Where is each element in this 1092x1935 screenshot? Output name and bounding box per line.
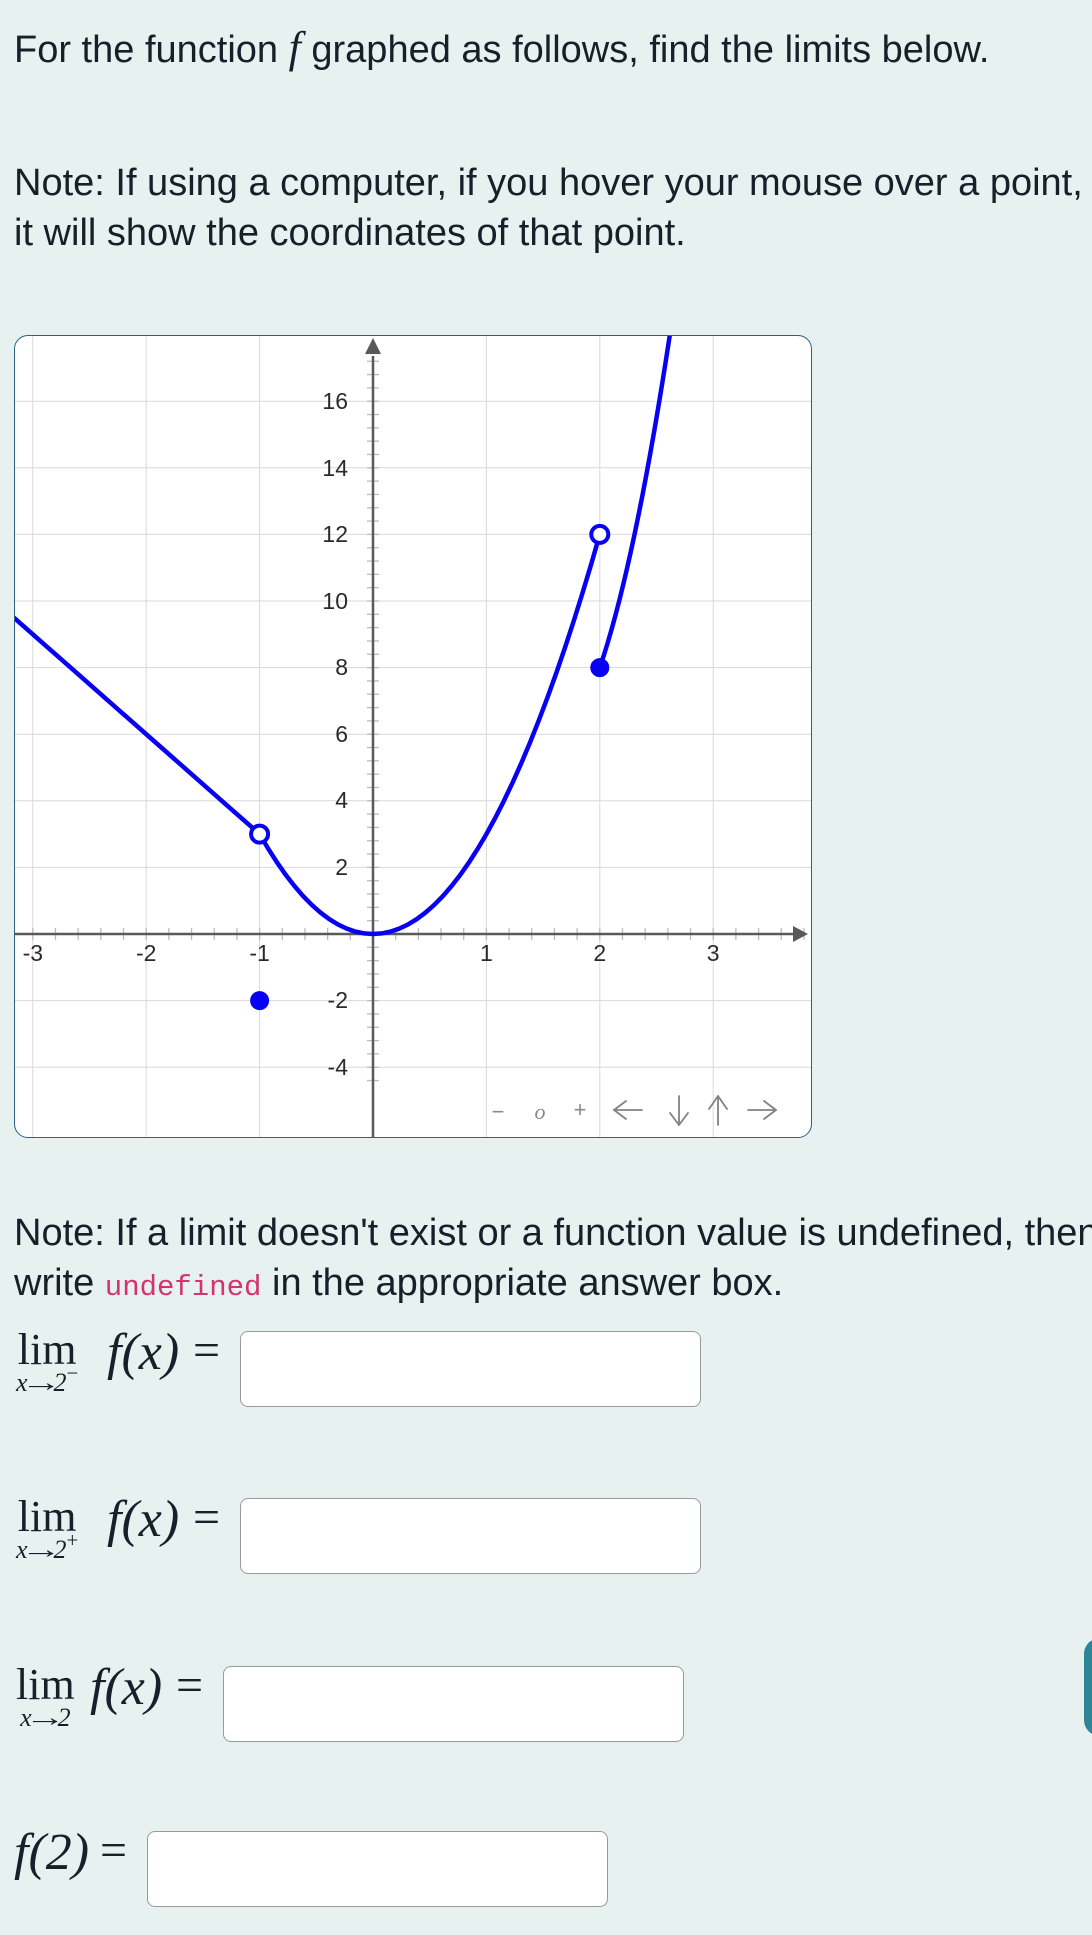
svg-text:2: 2: [593, 940, 606, 966]
svg-text:3: 3: [707, 940, 720, 966]
svg-text:o: o: [535, 1099, 546, 1124]
svg-text:6: 6: [335, 721, 348, 747]
svg-text:-4: -4: [328, 1054, 349, 1080]
svg-text:-3: -3: [23, 940, 43, 966]
svg-text:+: +: [574, 1097, 587, 1122]
svg-text:14: 14: [322, 455, 348, 481]
svg-text:10: 10: [322, 588, 348, 614]
svg-text:-2: -2: [136, 940, 156, 966]
svg-text:8: 8: [335, 654, 348, 680]
svg-text:-2: -2: [328, 987, 348, 1013]
svg-text:12: 12: [322, 521, 348, 547]
svg-text:16: 16: [322, 388, 348, 414]
svg-text:−: −: [492, 1099, 505, 1124]
svg-text:1: 1: [480, 940, 493, 966]
svg-text:-1: -1: [249, 940, 269, 966]
svg-text:2: 2: [335, 854, 348, 880]
svg-text:4: 4: [335, 787, 348, 813]
